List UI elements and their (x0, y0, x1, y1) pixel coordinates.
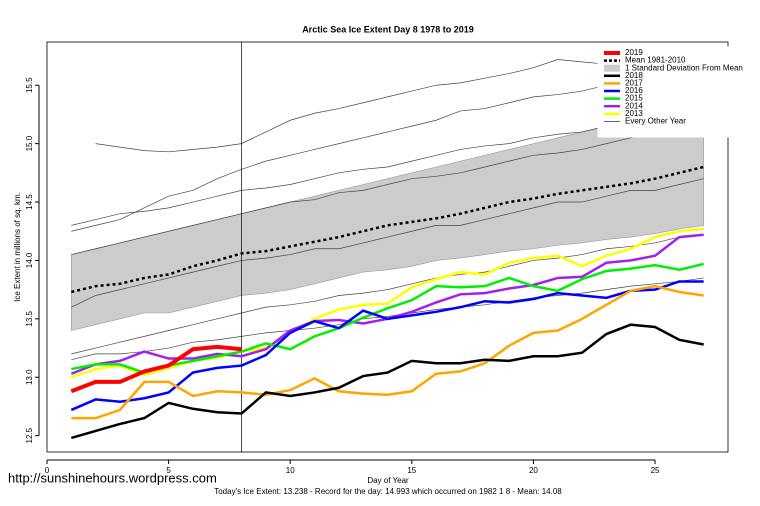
y-tick-label: 14.5 (25, 194, 34, 210)
x-tick-label: 25 (651, 466, 660, 475)
legend-label: Every Other Year (625, 117, 686, 126)
y-tick-label: 14.0 (25, 252, 34, 268)
series-line (70, 227, 704, 379)
series-line (70, 323, 704, 440)
x-axis-label: Day of Year (367, 476, 409, 485)
y-tick-label: 13.0 (25, 369, 34, 385)
legend-label: 2014 (625, 101, 643, 110)
legend-label: 2017 (625, 79, 643, 88)
legend-label: 2019 (625, 48, 643, 57)
series-line (71, 262, 704, 374)
other-year-line (71, 178, 704, 308)
series-line (70, 344, 242, 394)
x-tick-label: 15 (407, 466, 416, 475)
other-year-line (71, 277, 704, 361)
y-tick-label: 13.5 (25, 311, 34, 327)
x-tick-label: 0 (45, 466, 50, 475)
x-tick-label: 20 (529, 466, 538, 475)
footer: Today's Ice Extent: 13.238 - Record for … (214, 487, 562, 496)
legend-label: 1 Standard Deviation From Mean (625, 63, 743, 72)
legend-swatch (604, 64, 620, 72)
x-tick-label: 10 (286, 466, 295, 475)
legend-label: 2018 (625, 71, 643, 80)
plot-frame (46, 41, 729, 453)
y-axis-label: Ice Extent in millions of sq. km. (13, 192, 22, 302)
y-tick-label: 12.5 (25, 427, 34, 443)
y-tick-label: 15.5 (25, 77, 34, 93)
legend-label: Mean 1981-2010 (625, 56, 686, 65)
legend-label: 2016 (625, 86, 643, 95)
other-year-line (71, 119, 704, 255)
x-tick-label: 5 (166, 466, 171, 475)
legend-label: 2015 (625, 94, 643, 103)
legend-label: 2013 (625, 109, 643, 118)
other-year-line (71, 234, 704, 355)
watermark: http://sunshinehours.wordpress.com (8, 470, 217, 485)
chart-title: Arctic Sea Ice Extent Day 8 1978 to 2019 (302, 24, 474, 34)
y-tick-label: 15.0 (25, 135, 34, 151)
series-line (71, 284, 704, 420)
